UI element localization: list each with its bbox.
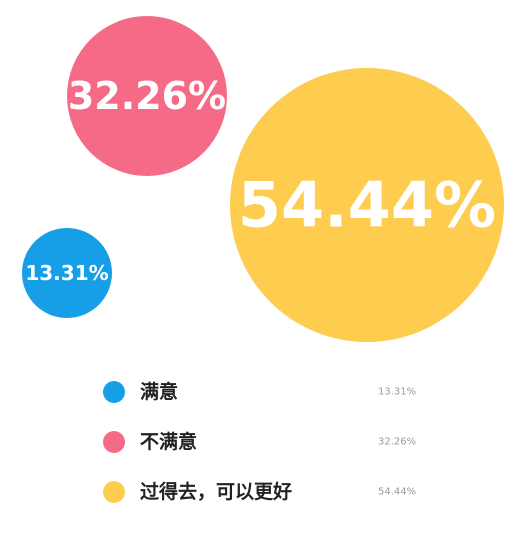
- legend: 满意 13.31% 不满意 32.26% 过得去，可以更好 54.44%: [103, 380, 416, 503]
- legend-value: 32.26%: [378, 437, 416, 448]
- legend-item-unsatisfied: 不满意 32.26%: [103, 430, 416, 453]
- legend-item-okay-could-be-better: 过得去，可以更好 54.44%: [103, 480, 416, 503]
- bubble-circle: [230, 68, 504, 342]
- bubble-value-label: 13.31%: [25, 261, 108, 285]
- legend-value: 13.31%: [378, 387, 416, 398]
- legend-value: 54.44%: [378, 487, 416, 498]
- bubble-value-label: 32.26%: [68, 74, 226, 118]
- legend-label: 不满意: [140, 430, 197, 453]
- legend-swatch: [103, 481, 125, 503]
- bubble-value-label: 54.44%: [238, 169, 496, 242]
- bubble-okay-could-be-better: 54.44%: [230, 68, 504, 342]
- bubbles: 13.31% 32.26% 54.44%: [22, 16, 504, 342]
- bubble-unsatisfied: 32.26%: [67, 16, 227, 176]
- legend-item-satisfied: 满意 13.31%: [103, 380, 416, 403]
- bubble-circle: [67, 16, 227, 176]
- legend-label: 过得去，可以更好: [140, 480, 292, 503]
- legend-swatch: [103, 431, 125, 453]
- legend-label: 满意: [140, 380, 178, 403]
- bubble-circle: [22, 228, 112, 318]
- legend-swatch: [103, 381, 125, 403]
- bubble-satisfied: 13.31%: [22, 228, 112, 318]
